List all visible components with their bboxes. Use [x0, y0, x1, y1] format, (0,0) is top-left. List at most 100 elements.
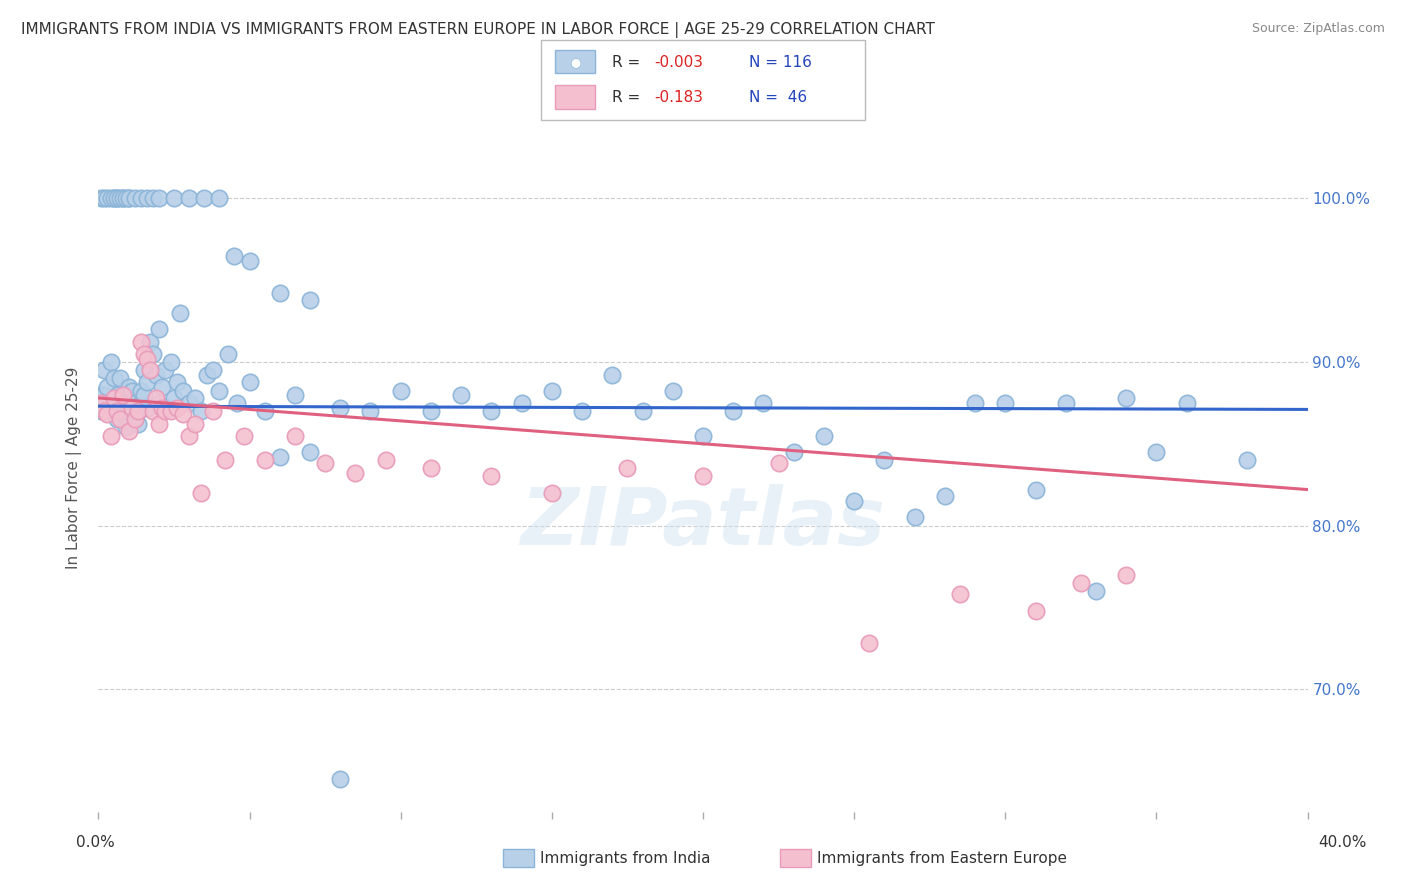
- Point: [510, 396, 533, 410]
- Point: [103, 404, 125, 418]
- Point: [184, 417, 207, 432]
- Point: [118, 191, 141, 205]
- Point: [127, 417, 149, 432]
- Point: [208, 384, 231, 399]
- Point: [121, 404, 143, 418]
- Point: [858, 636, 880, 650]
- Point: [132, 387, 155, 401]
- Point: [105, 404, 128, 418]
- Point: [813, 428, 835, 442]
- Point: [129, 384, 152, 399]
- Text: 0.0%: 0.0%: [76, 836, 115, 850]
- Point: [93, 191, 115, 205]
- Point: [344, 466, 367, 480]
- Point: [783, 445, 806, 459]
- Point: [616, 461, 638, 475]
- Text: Immigrants from Eastern Europe: Immigrants from Eastern Europe: [817, 851, 1067, 865]
- Point: [1115, 391, 1137, 405]
- Point: [124, 412, 146, 426]
- Point: [105, 387, 128, 401]
- Point: [139, 363, 162, 377]
- Point: [232, 428, 254, 442]
- Point: [132, 347, 155, 361]
- Point: [179, 191, 201, 205]
- Point: [420, 461, 443, 475]
- Point: [90, 387, 112, 401]
- Point: [163, 191, 186, 205]
- Point: [299, 445, 322, 459]
- Text: N = 116: N = 116: [749, 55, 813, 70]
- Point: [873, 453, 896, 467]
- Point: [374, 453, 396, 467]
- Point: [269, 450, 291, 464]
- Point: [127, 404, 149, 418]
- Point: [284, 428, 307, 442]
- Point: [135, 351, 157, 366]
- Text: -0.183: -0.183: [654, 90, 703, 105]
- Point: [129, 191, 152, 205]
- Text: N =  46: N = 46: [749, 90, 807, 105]
- Point: [160, 355, 183, 369]
- Point: [1085, 583, 1108, 598]
- Point: [949, 587, 972, 601]
- Point: [299, 293, 322, 307]
- Point: [166, 401, 188, 415]
- Point: [631, 404, 654, 418]
- Point: [114, 191, 136, 205]
- Point: [253, 453, 276, 467]
- Point: [150, 401, 173, 415]
- Point: [135, 401, 157, 415]
- Point: [93, 387, 115, 401]
- Point: [145, 368, 167, 382]
- Point: [111, 191, 134, 205]
- Point: [768, 457, 790, 471]
- Point: [723, 404, 745, 418]
- Point: [111, 396, 134, 410]
- Point: [1236, 453, 1258, 467]
- Point: [172, 407, 194, 421]
- Point: [253, 404, 276, 418]
- Point: [105, 412, 128, 426]
- Point: [103, 191, 125, 205]
- Point: [100, 355, 122, 369]
- Point: [1115, 567, 1137, 582]
- Point: [904, 510, 927, 524]
- Text: ZIPatlas: ZIPatlas: [520, 484, 886, 562]
- Point: [224, 249, 246, 263]
- Point: [108, 191, 131, 205]
- Point: [118, 404, 141, 418]
- Point: [994, 396, 1017, 410]
- Point: [661, 384, 683, 399]
- Text: ○: ○: [569, 55, 581, 70]
- Point: [121, 401, 143, 415]
- Point: [329, 401, 352, 415]
- Point: [135, 191, 157, 205]
- Point: [129, 396, 152, 410]
- Text: IMMIGRANTS FROM INDIA VS IMMIGRANTS FROM EASTERN EUROPE IN LABOR FORCE | AGE 25-: IMMIGRANTS FROM INDIA VS IMMIGRANTS FROM…: [21, 22, 935, 38]
- Point: [90, 191, 112, 205]
- Point: [190, 404, 212, 418]
- Point: [172, 384, 194, 399]
- Point: [284, 387, 307, 401]
- Text: R =: R =: [612, 55, 645, 70]
- Text: 40.0%: 40.0%: [1319, 836, 1367, 850]
- Text: R =: R =: [612, 90, 650, 105]
- Point: [103, 371, 125, 385]
- Point: [314, 457, 336, 471]
- Point: [150, 379, 173, 393]
- Point: [93, 363, 115, 377]
- Text: Source: ZipAtlas.com: Source: ZipAtlas.com: [1251, 22, 1385, 36]
- Point: [184, 391, 207, 405]
- Point: [111, 387, 134, 401]
- Point: [111, 407, 134, 421]
- Point: [153, 404, 176, 418]
- Point: [103, 391, 125, 405]
- Point: [752, 396, 775, 410]
- Point: [1054, 396, 1077, 410]
- Point: [96, 396, 118, 410]
- Point: [208, 191, 231, 205]
- Point: [202, 363, 225, 377]
- Point: [692, 428, 714, 442]
- Point: [148, 396, 170, 410]
- Text: ●: ●: [569, 55, 581, 70]
